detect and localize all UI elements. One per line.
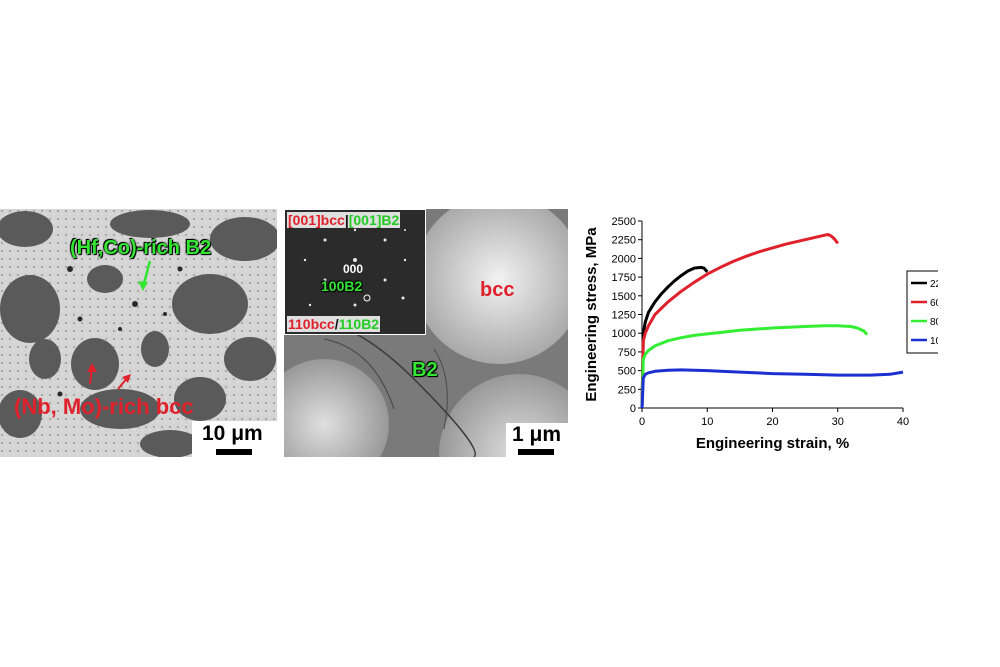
- y-tick-label: 2000: [612, 253, 636, 265]
- spot-000-label: 000: [343, 262, 364, 276]
- legend-label-1: 600°C: [930, 298, 938, 309]
- y-tick-label: 1000: [612, 328, 636, 340]
- y-tick-label: 2250: [612, 235, 636, 247]
- y-tick-label: 1250: [612, 310, 636, 322]
- x-tick-label: 20: [766, 416, 778, 428]
- series-line-1: [640, 233, 839, 409]
- y-axis-label: Engineering stress, MPa: [583, 227, 600, 402]
- b2-phase-label: (Hf,Co)-rich B2: [70, 237, 212, 259]
- tem-micrograph-panel: [001]bcc|[001]B2 000 100B2 110bcc/110B2 …: [284, 209, 568, 457]
- diffraction-pattern-inset: [001]bcc|[001]B2 000 100B2 110bcc/110B2: [284, 209, 426, 335]
- series-line-3: [640, 368, 904, 409]
- stress-strain-chart: 0 250 500 750 1000 1250 1500 1750 2000 2250 2500 0 1…: [578, 205, 938, 467]
- sem-micrograph-image: [0, 209, 277, 457]
- tem-b2-label: B2: [412, 359, 438, 381]
- series-line-2: [640, 324, 869, 409]
- x-tick-label: 0: [639, 416, 645, 428]
- x-tick-label: 40: [897, 416, 909, 428]
- chart-svg: 0 250 500 750 1000 1250 1500 1750 2000 2250 2500 0 1…: [583, 216, 938, 452]
- y-tick-label: 2500: [612, 216, 636, 228]
- scale-bar: [216, 449, 252, 455]
- bcc-phase-label: (Nb, Mo)-rich bcc: [14, 394, 194, 419]
- x-tick-label: 10: [701, 416, 713, 428]
- legend-label-3: 1000°C: [930, 336, 938, 347]
- sem-micrograph-panel: (Hf,Co)-rich B2 (Nb, Mo)-rich bcc 10 μm: [0, 209, 277, 457]
- reflection-label: 110bcc/110B2: [287, 316, 381, 332]
- y-tick-label: 0: [630, 403, 636, 415]
- y-tick-label: 1500: [612, 291, 636, 303]
- x-tick-label: 30: [832, 416, 844, 428]
- y-tick-label: 1750: [612, 272, 636, 284]
- legend-label-2: 800°C: [930, 317, 938, 328]
- diffraction-spots: [303, 228, 407, 307]
- tem-scale-bar: [518, 449, 554, 455]
- zone-axis-label: [001]bcc|[001]B2: [287, 212, 401, 228]
- spot-100b2-label: 100B2: [321, 278, 363, 294]
- x-axis-label: Engineering strain, %: [696, 435, 849, 452]
- tem-scale-bar-label: 1 μm: [512, 423, 562, 446]
- tem-bcc-label: bcc: [480, 279, 515, 301]
- y-tick-label: 500: [618, 366, 636, 378]
- y-tick-label: 250: [618, 384, 636, 396]
- y-tick-label: 750: [618, 347, 636, 359]
- series-line-0: [640, 265, 709, 409]
- phase-arrows: [87, 260, 152, 390]
- legend-label-0: 22°C: [930, 279, 938, 290]
- scale-bar-label: 10 μm: [202, 422, 263, 445]
